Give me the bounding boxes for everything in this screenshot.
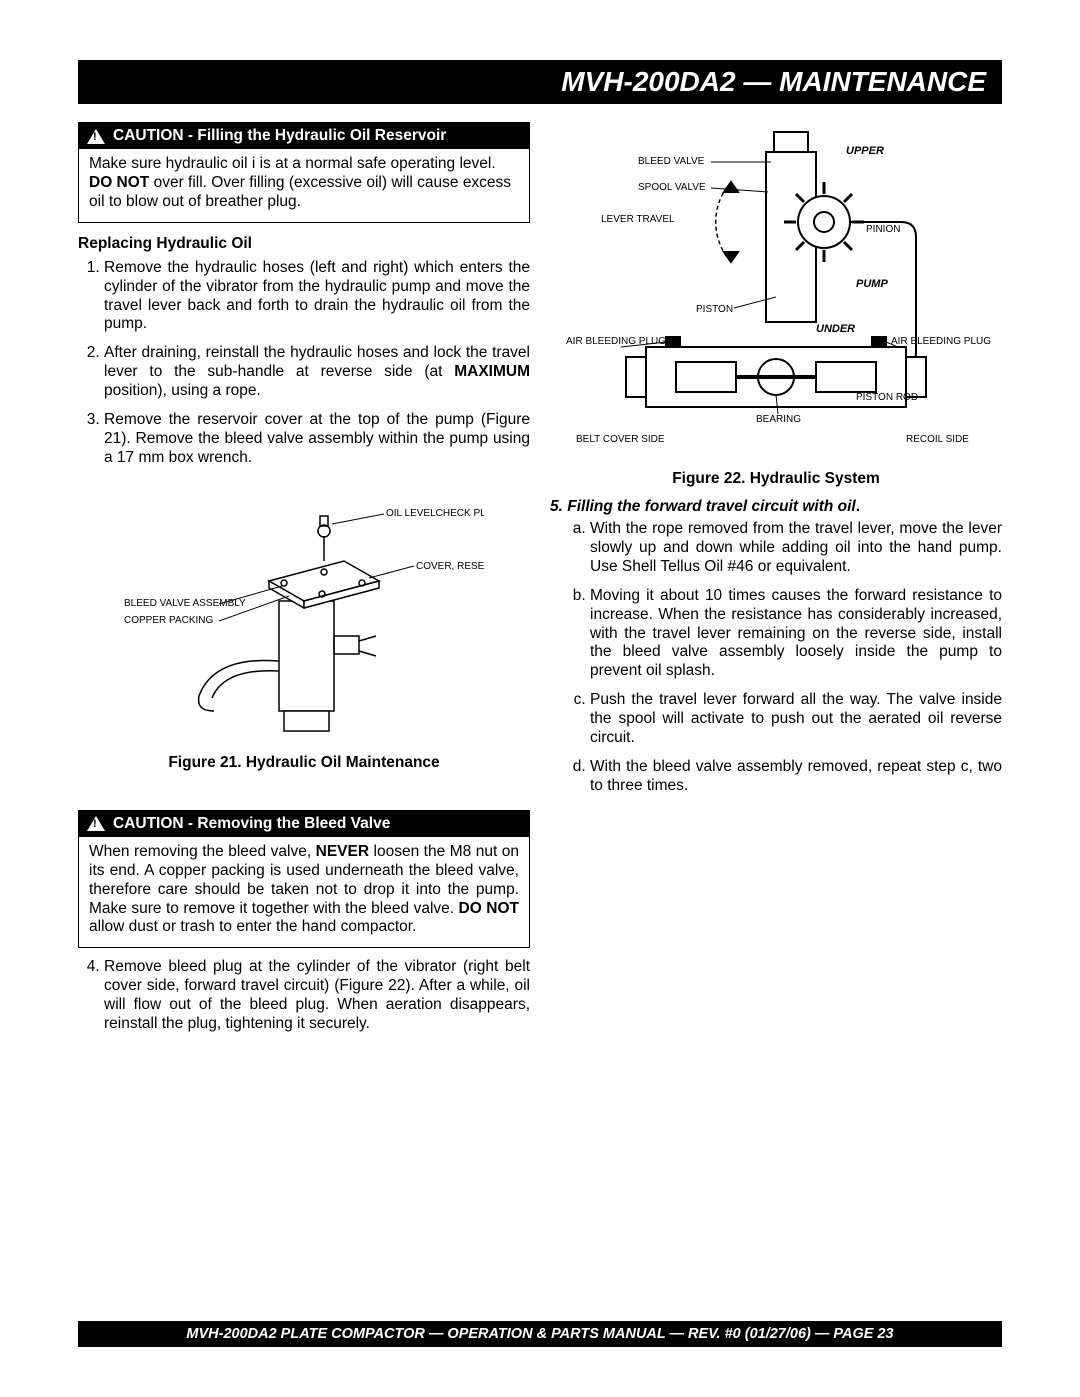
caution-text: Make sure hydraulic oil i is at a normal… — [89, 155, 496, 172]
fig22-label: BLEED VALVE — [638, 156, 705, 167]
caution-header: CAUTION - Filling the Hydraulic Oil Rese… — [79, 123, 529, 149]
steps-list: Remove the hydraulic hoses (left and rig… — [78, 259, 530, 468]
caution-bold: DO NOT — [89, 174, 149, 191]
caution-box-fill-reservoir: CAUTION - Filling the Hydraulic Oil Rese… — [78, 122, 530, 223]
right-column: BLEED VALVE SPOOL VALVE LEVER TRAVEL PIS… — [550, 122, 1002, 1044]
step-item: Remove the hydraulic hoses (left and rig… — [104, 259, 530, 335]
caution-title: CAUTION - Filling the Hydraulic Oil Rese… — [113, 127, 446, 145]
caution-body: When removing the bleed valve, NEVER loo… — [79, 837, 529, 948]
alpha-item: Moving it about 10 times causes the forw… — [590, 587, 1002, 682]
alpha-list: With the rope removed from the travel le… — [550, 520, 1002, 796]
alpha-item: With the bleed valve assembly removed, r… — [590, 758, 1002, 796]
figure-21-caption: Figure 21. Hydraulic Oil Maintenance — [78, 754, 530, 772]
fig22-label: BEARING — [756, 414, 801, 425]
alpha-item: Push the travel lever forward all the wa… — [590, 691, 1002, 748]
caution-header: CAUTION - Removing the Bleed Valve — [79, 811, 529, 837]
caution-text: over fill. Over filling (excessive oil) … — [89, 174, 511, 210]
step-text: position), using a rope. — [104, 382, 261, 399]
fig21-label: COPPER PACKING — [124, 615, 213, 626]
figure-21-svg: OIL LEVELCHECK PLUG COVER, RESERVOIR BLE… — [124, 486, 484, 746]
caution-bold: DO NOT — [459, 900, 519, 917]
caution-bold: NEVER — [316, 843, 369, 860]
caution-body: Make sure hydraulic oil i is at a normal… — [79, 149, 529, 222]
fig22-label: UNDER — [816, 323, 855, 335]
fig22-label: PISTON ROD — [856, 392, 918, 403]
fig21-label: BLEED VALVE ASSEMBLY — [124, 598, 246, 609]
substep-heading: 5. Filling the forward travel circuit wi… — [550, 498, 1002, 516]
warning-icon — [87, 129, 105, 144]
caution-text: allow dust or trash to enter the hand co… — [89, 918, 416, 935]
figure-21: OIL LEVELCHECK PLUG COVER, RESERVOIR BLE… — [78, 486, 530, 772]
caution-box-bleed-valve: CAUTION - Removing the Bleed Valve When … — [78, 810, 530, 949]
step-bold: MAXIMUM — [454, 363, 530, 380]
fig21-label: COVER, RESERVOIR — [416, 561, 484, 572]
figure-22: BLEED VALVE SPOOL VALVE LEVER TRAVEL PIS… — [550, 122, 1002, 488]
figure-22-svg: BLEED VALVE SPOOL VALVE LEVER TRAVEL PIS… — [556, 122, 996, 462]
fig22-label: PINION — [866, 224, 900, 235]
warning-icon — [87, 816, 105, 831]
fig21-label: OIL LEVELCHECK PLUG — [386, 508, 484, 519]
fig22-label: PISTON — [696, 304, 733, 315]
caution-text: When removing the bleed valve, — [89, 843, 316, 860]
fig22-label: UPPER — [846, 145, 884, 157]
caution-title: CAUTION - Removing the Bleed Valve — [113, 815, 390, 833]
left-column: CAUTION - Filling the Hydraulic Oil Rese… — [78, 122, 530, 1044]
step-item: Remove the reservoir cover at the top of… — [104, 411, 530, 468]
fig22-label: LEVER TRAVEL — [601, 214, 675, 225]
steps-list-cont: Remove bleed plug at the cylinder of the… — [78, 958, 530, 1034]
step-item: After draining, reinstall the hydraulic … — [104, 344, 530, 401]
substep-title: 5. Filling the forward travel circuit wi… — [550, 498, 856, 515]
fig22-label: SPOOL VALVE — [638, 182, 706, 193]
period: . — [856, 498, 860, 515]
fig22-label: AIR BLEEDING PLUG — [566, 336, 666, 347]
page-footer: MVH-200DA2 PLATE COMPACTOR — OPERATION &… — [78, 1321, 1002, 1347]
fig22-label: PUMP — [856, 278, 888, 290]
fig22-label: BELT COVER SIDE — [576, 434, 665, 445]
figure-22-caption: Figure 22. Hydraulic System — [550, 470, 1002, 488]
step-item: Remove bleed plug at the cylinder of the… — [104, 958, 530, 1034]
alpha-item: With the rope removed from the travel le… — [590, 520, 1002, 577]
fig22-label: RECOIL SIDE — [906, 434, 969, 445]
page-header: MVH-200DA2 — MAINTENANCE — [78, 60, 1002, 104]
fig22-label: AIR BLEEDING PLUG — [891, 336, 991, 347]
section-heading-replace: Replacing Hydraulic Oil — [78, 235, 530, 253]
